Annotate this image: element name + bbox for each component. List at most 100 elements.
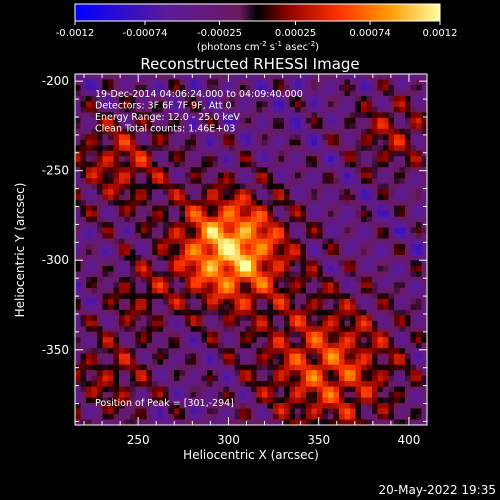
heatmap-cell	[174, 331, 180, 338]
heatmap-cell	[86, 419, 92, 426]
heatmap-cell	[355, 95, 362, 102]
heatmap-cell	[300, 271, 307, 278]
heatmap-cell	[80, 331, 87, 338]
heatmap-cell	[190, 331, 197, 338]
heatmap-cell	[86, 244, 92, 250]
heatmap-cell	[350, 90, 356, 97]
heatmap-cell	[190, 353, 197, 360]
heatmap-cell	[383, 84, 389, 91]
heatmap-cell	[377, 233, 384, 239]
heatmap-cell	[355, 419, 362, 426]
heatmap-cell	[234, 178, 241, 185]
heatmap-cell	[86, 139, 92, 146]
heatmap-cell	[300, 397, 307, 404]
heatmap-cell	[405, 320, 411, 327]
heatmap-cell	[251, 287, 257, 294]
heatmap-cell	[295, 128, 301, 135]
heatmap-cell	[185, 233, 191, 239]
heatmap-cell	[394, 95, 400, 102]
heatmap-cell	[185, 370, 191, 377]
heatmap-cell	[295, 392, 301, 398]
heatmap-cell	[372, 167, 378, 174]
heatmap-cell	[355, 117, 362, 124]
heatmap-cell	[86, 282, 92, 289]
heatmap-cell	[311, 74, 318, 80]
heatmap-cell	[399, 408, 406, 415]
heatmap-cell	[212, 287, 219, 294]
heatmap-cell	[421, 150, 428, 157]
heatmap-cell	[190, 194, 197, 201]
heatmap-cell	[108, 381, 114, 388]
heatmap-cell	[102, 353, 109, 360]
heatmap-cell	[361, 403, 367, 409]
heatmap-cell	[273, 156, 279, 163]
heatmap-cell	[416, 117, 422, 124]
heatmap-cell	[328, 282, 334, 289]
heatmap-cell	[355, 359, 362, 366]
heatmap-cell	[97, 249, 103, 256]
heatmap-cell	[245, 359, 252, 366]
heatmap-cell	[267, 167, 274, 174]
heatmap-cell	[267, 326, 274, 333]
heatmap-cell	[240, 194, 246, 201]
heatmap-cell	[350, 156, 356, 163]
heatmap-cell	[262, 271, 268, 278]
heatmap-cell	[361, 320, 367, 327]
heatmap-cell	[141, 249, 147, 256]
heatmap-cell	[372, 265, 378, 272]
heatmap-cell	[212, 106, 219, 113]
heatmap-cell	[322, 150, 329, 157]
heatmap-cell	[113, 359, 120, 366]
heatmap-cell	[196, 244, 202, 250]
heatmap-cell	[306, 408, 312, 415]
heatmap-cell	[91, 90, 98, 97]
heatmap-cell	[267, 84, 274, 91]
heatmap-cell	[317, 331, 323, 338]
heatmap-cell	[174, 397, 180, 404]
heatmap-cell	[80, 298, 87, 305]
heatmap-cell	[410, 265, 417, 272]
heatmap-cell	[251, 276, 257, 283]
heatmap-cell	[421, 309, 428, 316]
heatmap-cell	[245, 414, 252, 420]
heatmap-cell	[388, 134, 395, 141]
heatmap-cell	[196, 260, 202, 267]
heatmap-cell	[124, 249, 131, 256]
heatmap-cell	[405, 117, 411, 124]
heatmap-cell	[234, 150, 241, 157]
heatmap-cell	[273, 287, 279, 294]
heatmap-cell	[218, 254, 224, 261]
heatmap-cell	[119, 370, 125, 377]
heatmap-cell	[207, 260, 213, 267]
heatmap-cell	[223, 381, 230, 388]
heatmap-cell	[295, 205, 301, 212]
heatmap-cell	[218, 293, 224, 300]
heatmap-cell	[311, 249, 318, 256]
heatmap-cell	[207, 386, 213, 393]
heatmap-cell	[218, 90, 224, 97]
heatmap-cell	[174, 233, 180, 239]
heatmap-cell	[207, 276, 213, 283]
heatmap-cell	[262, 320, 268, 327]
heatmap-cell	[152, 161, 158, 168]
heatmap-cell	[399, 331, 406, 338]
heatmap-cell	[75, 128, 81, 135]
heatmap-cell	[300, 84, 307, 91]
heatmap-cell	[196, 200, 202, 207]
heatmap-cell	[383, 348, 389, 355]
heatmap-cell	[421, 194, 428, 201]
heatmap-cell	[273, 205, 279, 212]
heatmap-cell	[91, 161, 98, 168]
heatmap-cell	[251, 156, 257, 163]
heatmap-cell	[295, 150, 301, 157]
heatmap-cell	[256, 287, 263, 294]
heatmap-cell	[163, 386, 169, 393]
heatmap-cell	[124, 381, 131, 388]
heatmap-cell	[410, 244, 417, 250]
heatmap-cell	[322, 414, 329, 420]
heatmap-cell	[229, 403, 235, 409]
colorbar-unit-label: (photons cm-2 s-1 asec-2)	[197, 40, 319, 53]
heatmap-cell	[289, 298, 296, 305]
heatmap-cell	[306, 364, 312, 371]
heatmap-cell	[344, 205, 351, 212]
